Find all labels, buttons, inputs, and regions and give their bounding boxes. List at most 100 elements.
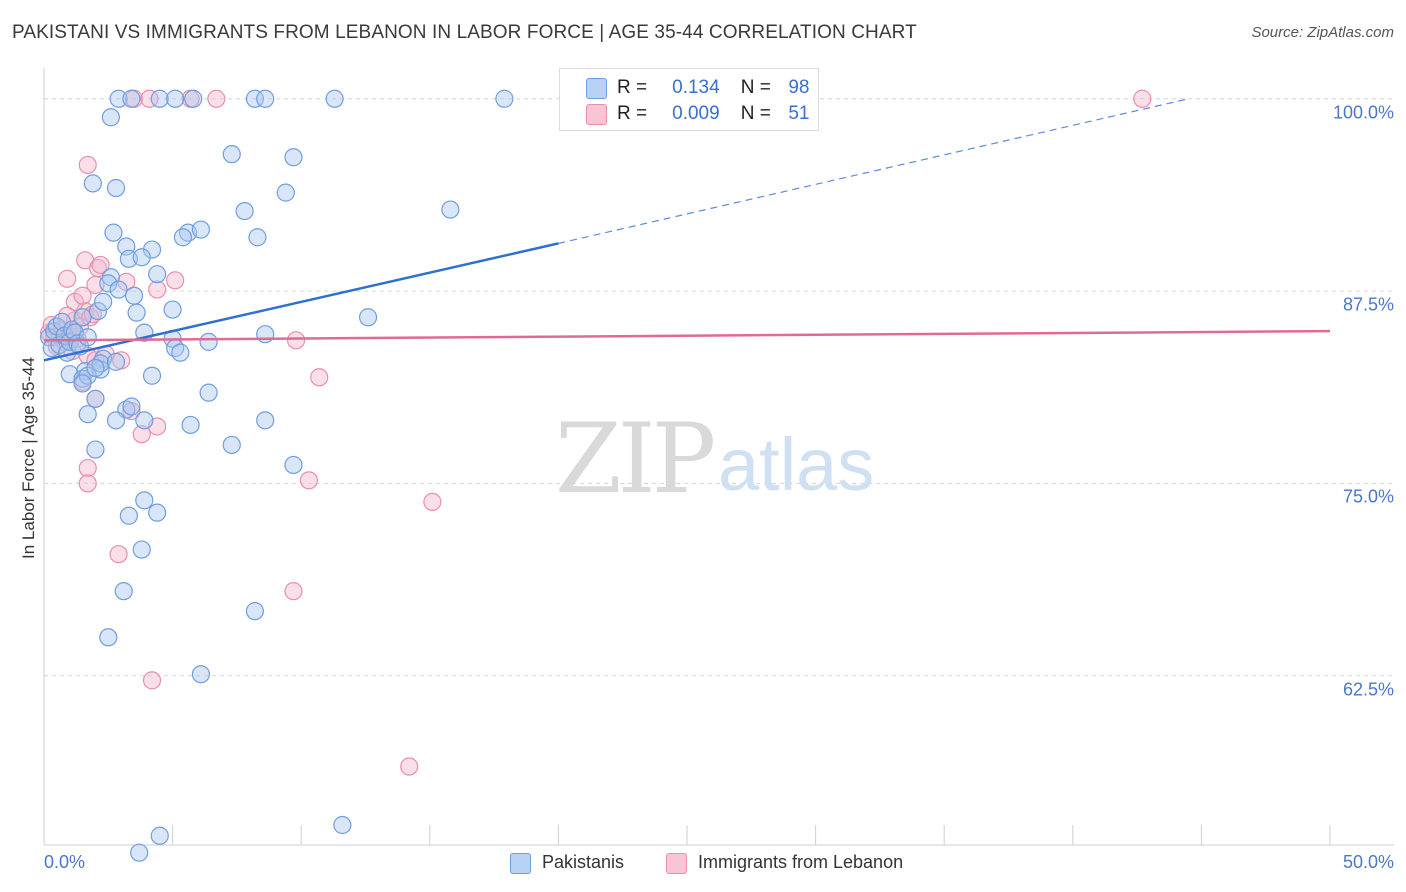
pakistani-point <box>106 352 126 371</box>
lebanon-point <box>91 255 110 275</box>
r-value: 0.009 <box>672 103 720 124</box>
pakistani-point <box>148 265 167 284</box>
lebanon-point <box>78 474 97 493</box>
pakistani-point <box>248 228 267 247</box>
pakistani-point <box>86 440 105 459</box>
pakistani-point <box>99 274 118 293</box>
pakistani-point <box>94 292 113 311</box>
pakistani-point <box>99 628 118 647</box>
pakistani-point <box>106 178 126 198</box>
pakistani-point <box>191 665 210 684</box>
pakistani-point <box>104 223 123 242</box>
y-tick-label: 100.0% <box>1332 102 1394 123</box>
pakistani-point <box>101 108 120 127</box>
bottom-legend-label: Pakistanis <box>542 852 625 872</box>
blue-swatch <box>586 78 607 99</box>
pakistani-point <box>495 89 514 108</box>
pakistani-point <box>333 815 352 835</box>
axes <box>43 68 1394 846</box>
pakistani-point <box>284 455 303 475</box>
pakistani-point <box>122 89 141 108</box>
n-value: 98 <box>788 77 810 98</box>
pakistani-point <box>191 220 210 239</box>
pakistani-point <box>199 332 218 351</box>
pakistani-point <box>119 506 138 525</box>
r-label: R = <box>617 77 648 98</box>
lebanon-point <box>78 155 97 175</box>
lebanon-point <box>142 671 162 690</box>
pakistani-point <box>52 312 72 331</box>
watermark-atlas: atlas <box>718 423 874 506</box>
pakistani-point <box>142 366 162 385</box>
pakistani-point <box>166 89 185 108</box>
lebanon-point <box>132 425 151 444</box>
x-tick-label-min: 0.0% <box>44 852 86 872</box>
lebanon-point <box>109 545 128 564</box>
pakistani-point <box>150 826 169 845</box>
pakistani-point <box>163 300 182 319</box>
pakistani-point <box>256 411 275 430</box>
correlation-legend: R = 0.134 N = 98 R = 0.009 N = 51 <box>559 68 819 131</box>
y-tick-label: 87.5% <box>1342 294 1394 315</box>
pakistani-point <box>276 183 295 202</box>
pakistani-point <box>73 369 92 388</box>
pakistani-point <box>148 503 167 522</box>
blue-swatch <box>510 853 531 874</box>
pakistani-point <box>86 389 105 408</box>
lebanon-point <box>58 269 77 288</box>
pakistani-point <box>245 602 265 621</box>
lebanon-point <box>400 757 419 776</box>
pakistani-point <box>73 308 92 327</box>
y-tick-label: 75.0% <box>1342 486 1394 507</box>
pakistani-point <box>124 286 144 305</box>
lebanon-point <box>299 471 319 490</box>
pakistani-point <box>73 374 92 393</box>
lebanon-point <box>423 492 442 511</box>
chart-title: PAKISTANI VS IMMIGRANTS FROM LEBANON IN … <box>12 22 917 43</box>
pakistani-point <box>135 491 154 510</box>
lebanon-point <box>310 368 329 387</box>
pakistani-point <box>122 397 141 416</box>
watermark-zip: ZIP <box>555 403 714 515</box>
n-value: 51 <box>788 103 810 124</box>
pakistani-point <box>256 325 275 344</box>
pakistani-point <box>63 320 82 339</box>
pakistani-point <box>127 303 146 322</box>
lebanon-point <box>207 89 226 108</box>
pink-swatch <box>586 104 607 125</box>
lebanon-point <box>148 280 167 299</box>
pakistani-point <box>181 415 200 435</box>
pakistani-point <box>132 540 151 559</box>
pakistani-point <box>106 411 126 430</box>
r-label: R = <box>617 103 648 124</box>
lebanon-point <box>83 305 102 324</box>
r-value: 0.134 <box>672 77 720 98</box>
grid-lines <box>44 98 1394 677</box>
pakistani-point <box>142 240 162 259</box>
pakistani-points <box>40 89 514 862</box>
pakistani-point <box>245 89 265 108</box>
lebanon-point <box>1133 89 1152 108</box>
pakistani-point <box>132 248 151 267</box>
pakistani-point <box>78 328 97 347</box>
pakistani-point <box>284 148 303 167</box>
pakistani-point <box>83 174 102 193</box>
lebanon-point <box>286 331 306 350</box>
pakistani-point <box>135 411 154 430</box>
pakistani-point <box>171 343 190 362</box>
pakistani-point <box>222 145 241 164</box>
pakistani-point <box>235 201 254 221</box>
x-tick-label-max: 50.0% <box>1342 852 1394 872</box>
lebanon-point <box>166 271 185 290</box>
pakistani-point <box>130 843 149 862</box>
pakistani-point <box>88 302 108 321</box>
pakistani-point <box>150 89 169 108</box>
lebanon-trend-line <box>43 329 1331 342</box>
lebanon-point <box>284 582 303 601</box>
pakistani-point <box>173 228 192 247</box>
source-label: Source: ZipAtlas.com <box>1251 24 1394 41</box>
pakistani-point <box>109 280 128 299</box>
y-tick-label: 62.5% <box>1342 679 1394 700</box>
pakistani-point <box>109 89 128 108</box>
